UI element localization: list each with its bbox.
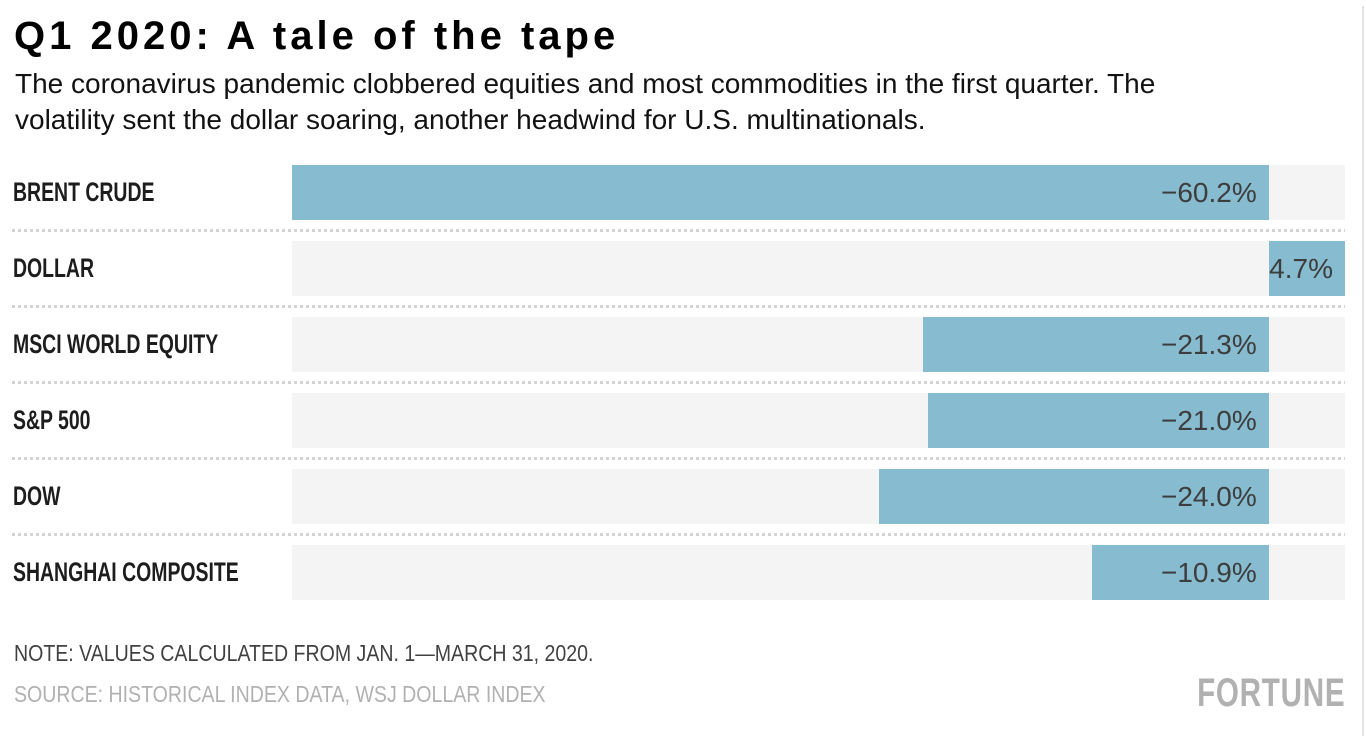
- bar: −10.9%: [1091, 545, 1269, 600]
- row-label: SHANGHAI COMPOSITE: [13, 557, 239, 587]
- row-label-cell: MSCI WORLD EQUITY: [13, 317, 292, 372]
- bar-value-label: −60.2%: [1160, 176, 1257, 208]
- divider-dots: [12, 457, 1345, 460]
- right-edge-rule: [1362, 6, 1364, 736]
- chart-row: DOW −24.0%: [13, 469, 1345, 524]
- row-divider: [12, 372, 1345, 393]
- page-title: Q1 2020: A tale of the tape: [14, 14, 620, 58]
- chart-note: NOTE: VALUES CALCULATED FROM JAN. 1—MARC…: [14, 640, 594, 666]
- bar: −60.2%: [292, 165, 1269, 220]
- chart-row: MSCI WORLD EQUITY −21.3%: [13, 317, 1345, 372]
- row-divider: [12, 296, 1345, 317]
- divider-dots: [12, 229, 1345, 232]
- chart-row: BRENT CRUDE −60.2%: [13, 165, 1345, 220]
- bar: 4.7%: [1268, 241, 1345, 296]
- row-label-cell: S&P 500: [13, 393, 292, 448]
- subtitle-line-2: volatility sent the dollar soaring, anot…: [15, 104, 926, 135]
- row-label: DOW: [13, 481, 61, 511]
- row-divider: [12, 220, 1345, 241]
- row-label: DOLLAR: [13, 253, 94, 283]
- row-label-cell: BRENT CRUDE: [13, 165, 292, 220]
- row-label-cell: DOW: [13, 469, 292, 524]
- bar: −21.3%: [923, 317, 1269, 372]
- fortune-logo: FORTUNE: [1196, 671, 1345, 715]
- row-label-cell: SHANGHAI COMPOSITE: [13, 545, 292, 600]
- chart: BRENT CRUDE −60.2% DOLLAR 4.7% MSCI WORL…: [12, 165, 1345, 600]
- row-label: MSCI WORLD EQUITY: [13, 329, 219, 359]
- bar-value-label: −10.9%: [1160, 556, 1257, 588]
- row-label: BRENT CRUDE: [13, 177, 155, 207]
- bar-track: −10.9%: [292, 545, 1345, 600]
- bar: −24.0%: [879, 469, 1269, 524]
- row-label-cell: DOLLAR: [13, 241, 292, 296]
- chart-row: DOLLAR 4.7%: [13, 241, 1345, 296]
- chart-subtitle: The coronavirus pandemic clobbered equit…: [15, 66, 1155, 138]
- row-label: S&P 500: [13, 405, 91, 435]
- bar-value-label: −24.0%: [1160, 480, 1257, 512]
- bar-track: −60.2%: [292, 165, 1345, 220]
- bar: −21.0%: [928, 393, 1269, 448]
- row-divider: [12, 524, 1345, 545]
- row-divider: [12, 448, 1345, 469]
- bar-value-label: −21.0%: [1160, 404, 1257, 436]
- bar-track: −21.3%: [292, 317, 1345, 372]
- chart-row: S&P 500 −21.0%: [13, 393, 1345, 448]
- bar-track: 4.7%: [292, 241, 1345, 296]
- divider-dots: [12, 305, 1345, 308]
- bar-value-label: −21.3%: [1160, 328, 1257, 360]
- subtitle-line-1: The coronavirus pandemic clobbered equit…: [15, 68, 1156, 99]
- bar-track: −24.0%: [292, 469, 1345, 524]
- divider-dots: [12, 533, 1345, 536]
- chart-card: Q1 2020: A tale of the tape The coronavi…: [12, 0, 1345, 736]
- chart-row: SHANGHAI COMPOSITE −10.9%: [13, 545, 1345, 600]
- divider-dots: [12, 381, 1345, 384]
- chart-source: SOURCE: HISTORICAL INDEX DATA, WSJ DOLLA…: [14, 681, 546, 707]
- bar-value-label: 4.7%: [1269, 252, 1333, 284]
- bar-track: −21.0%: [292, 393, 1345, 448]
